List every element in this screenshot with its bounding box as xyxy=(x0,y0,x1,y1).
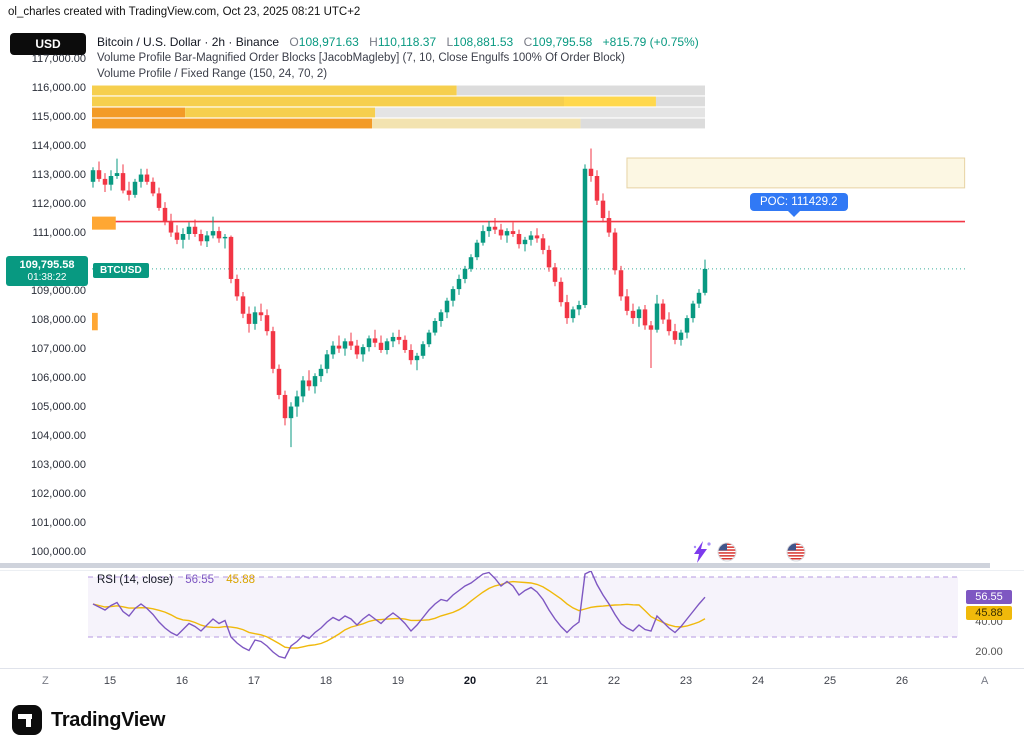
time-axis-label[interactable]: 26 xyxy=(895,675,909,687)
time-axis-label[interactable]: 15 xyxy=(103,675,117,687)
time-axis-separator xyxy=(0,668,1024,669)
open-value: 108,971.63 xyxy=(298,35,359,49)
tradingview-logo-text: TradingView xyxy=(51,708,166,731)
price-axis-label: 108,000.00 xyxy=(30,314,86,326)
change-value: +815.79 (+0.75%) xyxy=(602,35,699,49)
attribution-text: ol_charles created with TradingView.com,… xyxy=(8,6,361,18)
currency-toggle-button[interactable]: USD xyxy=(10,33,86,55)
volume-profile-rows xyxy=(92,85,705,129)
us-flag-event-icon[interactable] xyxy=(786,542,806,562)
poc-tooltip: POC: 111429.2 xyxy=(750,193,848,217)
tradingview-logo[interactable]: TradingView xyxy=(12,705,165,735)
rsi-axis-label-20: 20.00 xyxy=(975,646,1003,658)
time-axis-label[interactable]: 22 xyxy=(607,675,621,687)
supply-zone-box[interactable] xyxy=(626,157,966,189)
price-axis-label: 114,000.00 xyxy=(31,140,86,152)
price-axis-label: 117,000.00 xyxy=(31,53,86,65)
symbol-title-row: Bitcoin / U.S. Dollar · 2h · Binance O10… xyxy=(97,35,699,49)
price-axis-label: 115,000.00 xyxy=(31,111,86,123)
close-value: 109,795.58 xyxy=(532,35,593,49)
bar-countdown: 01:38:22 xyxy=(27,272,67,283)
time-axis-label[interactable]: 19 xyxy=(391,675,405,687)
price-axis-label: 107,000.00 xyxy=(30,343,86,355)
high-value: 110,118.37 xyxy=(377,35,437,49)
price-axis-label: 112,000.00 xyxy=(31,198,86,210)
close-label: C xyxy=(523,35,533,49)
time-axis-label[interactable]: 16 xyxy=(175,675,189,687)
order-blocks[interactable] xyxy=(92,216,116,331)
time-axis-label[interactable]: 17 xyxy=(247,675,261,687)
us-flag-event-icon[interactable] xyxy=(717,542,737,562)
rsi-line xyxy=(92,570,706,659)
time-axis-label[interactable]: 25 xyxy=(823,675,837,687)
symbol-title[interactable]: Bitcoin / U.S. Dollar · 2h · Binance xyxy=(97,35,280,49)
time-axis-label[interactable]: 20 xyxy=(463,675,477,687)
time-axis-label[interactable]: 23 xyxy=(679,675,693,687)
price-axis-label: 104,000.00 xyxy=(30,430,86,442)
time-axis-label[interactable]: 24 xyxy=(751,675,765,687)
price-axis-label: 113,000.00 xyxy=(31,169,86,181)
rsi-current-value: 56.55 xyxy=(185,574,215,586)
rsi-title-text: RSI (14, close) xyxy=(97,574,174,586)
price-axis-label: 116,000.00 xyxy=(31,82,86,94)
price-axis-label: 100,000.00 xyxy=(30,546,86,558)
price-axis-label: 103,000.00 xyxy=(30,459,86,471)
symbol-tag: BTCUSD xyxy=(93,263,149,278)
low-label: L xyxy=(446,35,454,49)
open-label: O xyxy=(289,35,299,49)
rsi-legend[interactable]: RSI (14, close) 56.55 45.88 xyxy=(97,574,255,586)
rsi-value-badge: 56.55 xyxy=(966,590,1012,604)
rsi-ma-value: 45.88 xyxy=(226,574,256,586)
timezone-button[interactable]: Z xyxy=(42,675,49,687)
indicator-title-order-blocks[interactable]: Volume Profile Bar-Magnified Order Block… xyxy=(97,52,625,64)
rsi-ma-badge: 45.88 xyxy=(966,606,1012,620)
price-axis-label: 109,000.00 xyxy=(30,285,86,297)
last-price-label: 109,795.58 01:38:22 xyxy=(6,256,88,286)
time-axis-label[interactable]: 18 xyxy=(319,675,333,687)
price-axis-label: 101,000.00 xyxy=(30,517,86,529)
price-axis-label: 105,000.00 xyxy=(30,401,86,413)
high-label: H xyxy=(369,35,378,49)
tradingview-logo-icon xyxy=(12,705,42,735)
low-value: 108,881.53 xyxy=(453,35,514,49)
pane-scroll-strip[interactable] xyxy=(0,563,990,568)
last-price-value: 109,795.58 xyxy=(19,259,75,271)
pane-separator[interactable] xyxy=(0,570,1024,571)
time-axis-label[interactable]: 21 xyxy=(535,675,549,687)
price-axis-label: 102,000.00 xyxy=(30,488,86,500)
price-axis-label: 106,000.00 xyxy=(30,372,86,384)
price-axis-label: 111,000.00 xyxy=(32,227,86,239)
auto-scale-button[interactable]: A xyxy=(981,675,989,687)
indicator-title-volume-profile[interactable]: Volume Profile / Fixed Range (150, 24, 7… xyxy=(97,68,328,80)
candlestick-series[interactable] xyxy=(90,148,708,448)
ai-spark-icon[interactable] xyxy=(693,541,711,563)
